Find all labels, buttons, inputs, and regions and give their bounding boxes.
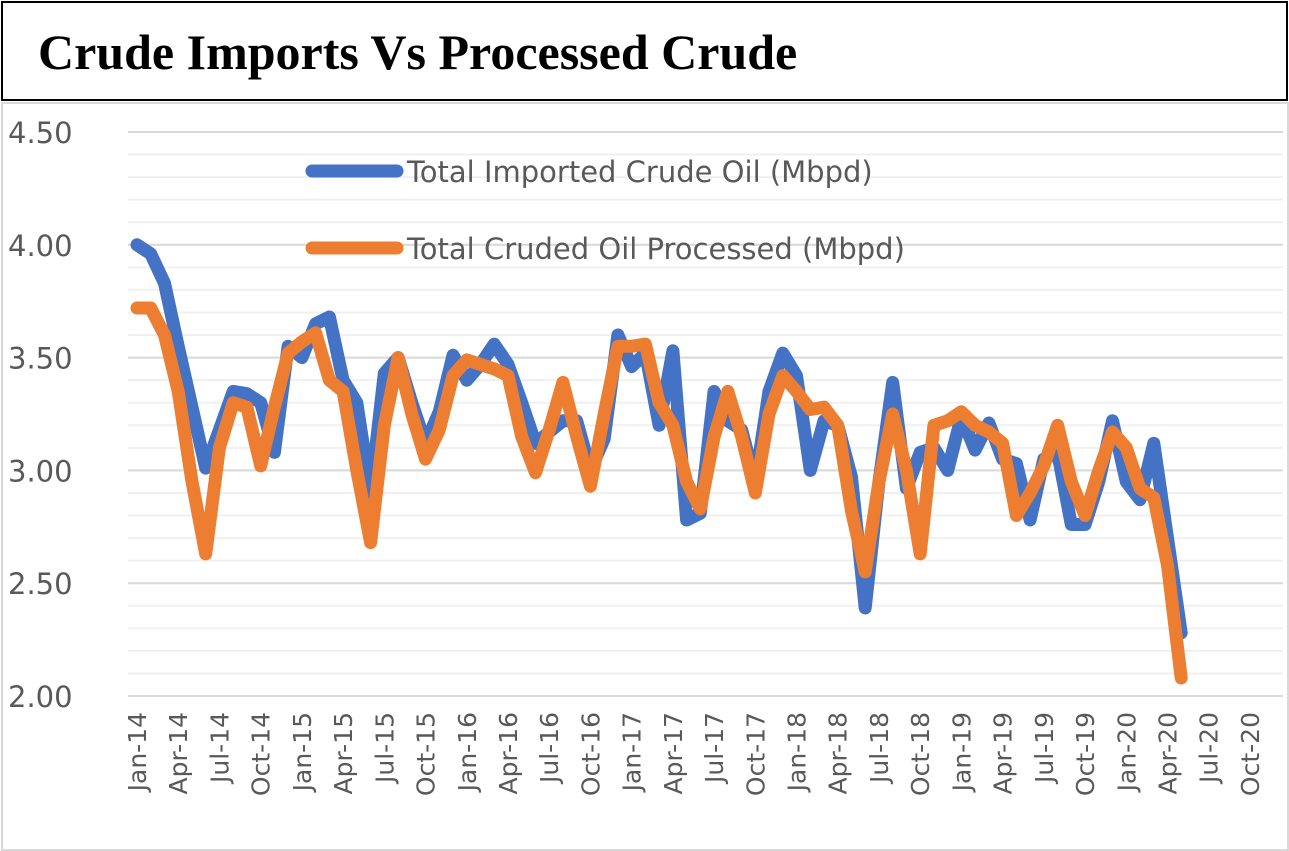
x-tick-label: Jan-15 xyxy=(288,712,317,793)
x-tick-label: Jul-20 xyxy=(1195,712,1224,785)
x-tick-label: Jan-20 xyxy=(1112,712,1141,793)
x-tick-label: Apr-16 xyxy=(494,712,523,794)
x-tick-label: Jul-18 xyxy=(865,712,894,785)
y-tick-label: 4.50 xyxy=(8,116,73,150)
y-tick-label: 3.50 xyxy=(8,342,73,376)
x-axis-tick-labels: Jan-14 Apr-14 Jul-14 Oct-14 Jan-15 Apr-15 Jul-… xyxy=(123,712,1265,796)
x-tick-label: Oct-17 xyxy=(741,712,770,796)
x-tick-label: Apr-17 xyxy=(659,712,688,794)
y-tick-label: 2.00 xyxy=(8,680,73,714)
x-tick-label: Jan-14 xyxy=(123,712,152,793)
x-tick-label: Apr-18 xyxy=(824,712,853,794)
x-tick-label: Jan-17 xyxy=(618,712,647,793)
x-tick-label: Jul-17 xyxy=(700,712,729,785)
y-tick-label: 4.00 xyxy=(8,229,73,263)
x-tick-label: Jul-19 xyxy=(1030,712,1059,785)
x-tick-label: Jul-16 xyxy=(535,712,564,785)
x-tick-label: Jul-14 xyxy=(205,712,234,785)
legend-label-imported: Total Imported Crude Oil (Mbpd) xyxy=(406,155,873,189)
title-box: Crude Imports Vs Processed Crude xyxy=(1,1,1288,101)
x-tick-label: Jul-15 xyxy=(370,712,399,785)
series-line-processed-crude xyxy=(130,301,1188,685)
y-tick-label: 2.50 xyxy=(8,567,73,601)
x-tick-label: Oct-18 xyxy=(906,712,935,796)
x-tick-label: Apr-14 xyxy=(164,712,193,794)
legend-label-processed: Total Cruded Oil Processed (Mbpd) xyxy=(406,232,905,266)
y-tick-label: 3.00 xyxy=(8,454,73,488)
y-axis-tick-labels: 2.00 2.50 3.00 3.50 4.00 4.50 xyxy=(8,116,73,714)
series-lines xyxy=(130,238,1188,685)
series-line-imported-crude xyxy=(130,238,1188,640)
x-tick-label: Oct-14 xyxy=(247,712,276,796)
x-tick-label: Apr-20 xyxy=(1154,712,1183,794)
x-tick-label: Jan-19 xyxy=(947,712,976,793)
x-tick-label: Apr-15 xyxy=(329,712,358,794)
x-tick-label: Jan-16 xyxy=(453,712,482,793)
x-tick-label: Oct-16 xyxy=(576,712,605,796)
x-tick-label: Oct-20 xyxy=(1236,712,1265,796)
legend: Total Imported Crude Oil (Mbpd) Total Cr… xyxy=(305,155,905,266)
chart-title: Crude Imports Vs Processed Crude xyxy=(38,24,798,80)
x-tick-label: Oct-19 xyxy=(1071,712,1100,796)
x-tick-label: Apr-19 xyxy=(989,712,1018,794)
x-tick-label: Oct-15 xyxy=(412,712,441,796)
x-tick-label: Jan-18 xyxy=(783,712,812,793)
